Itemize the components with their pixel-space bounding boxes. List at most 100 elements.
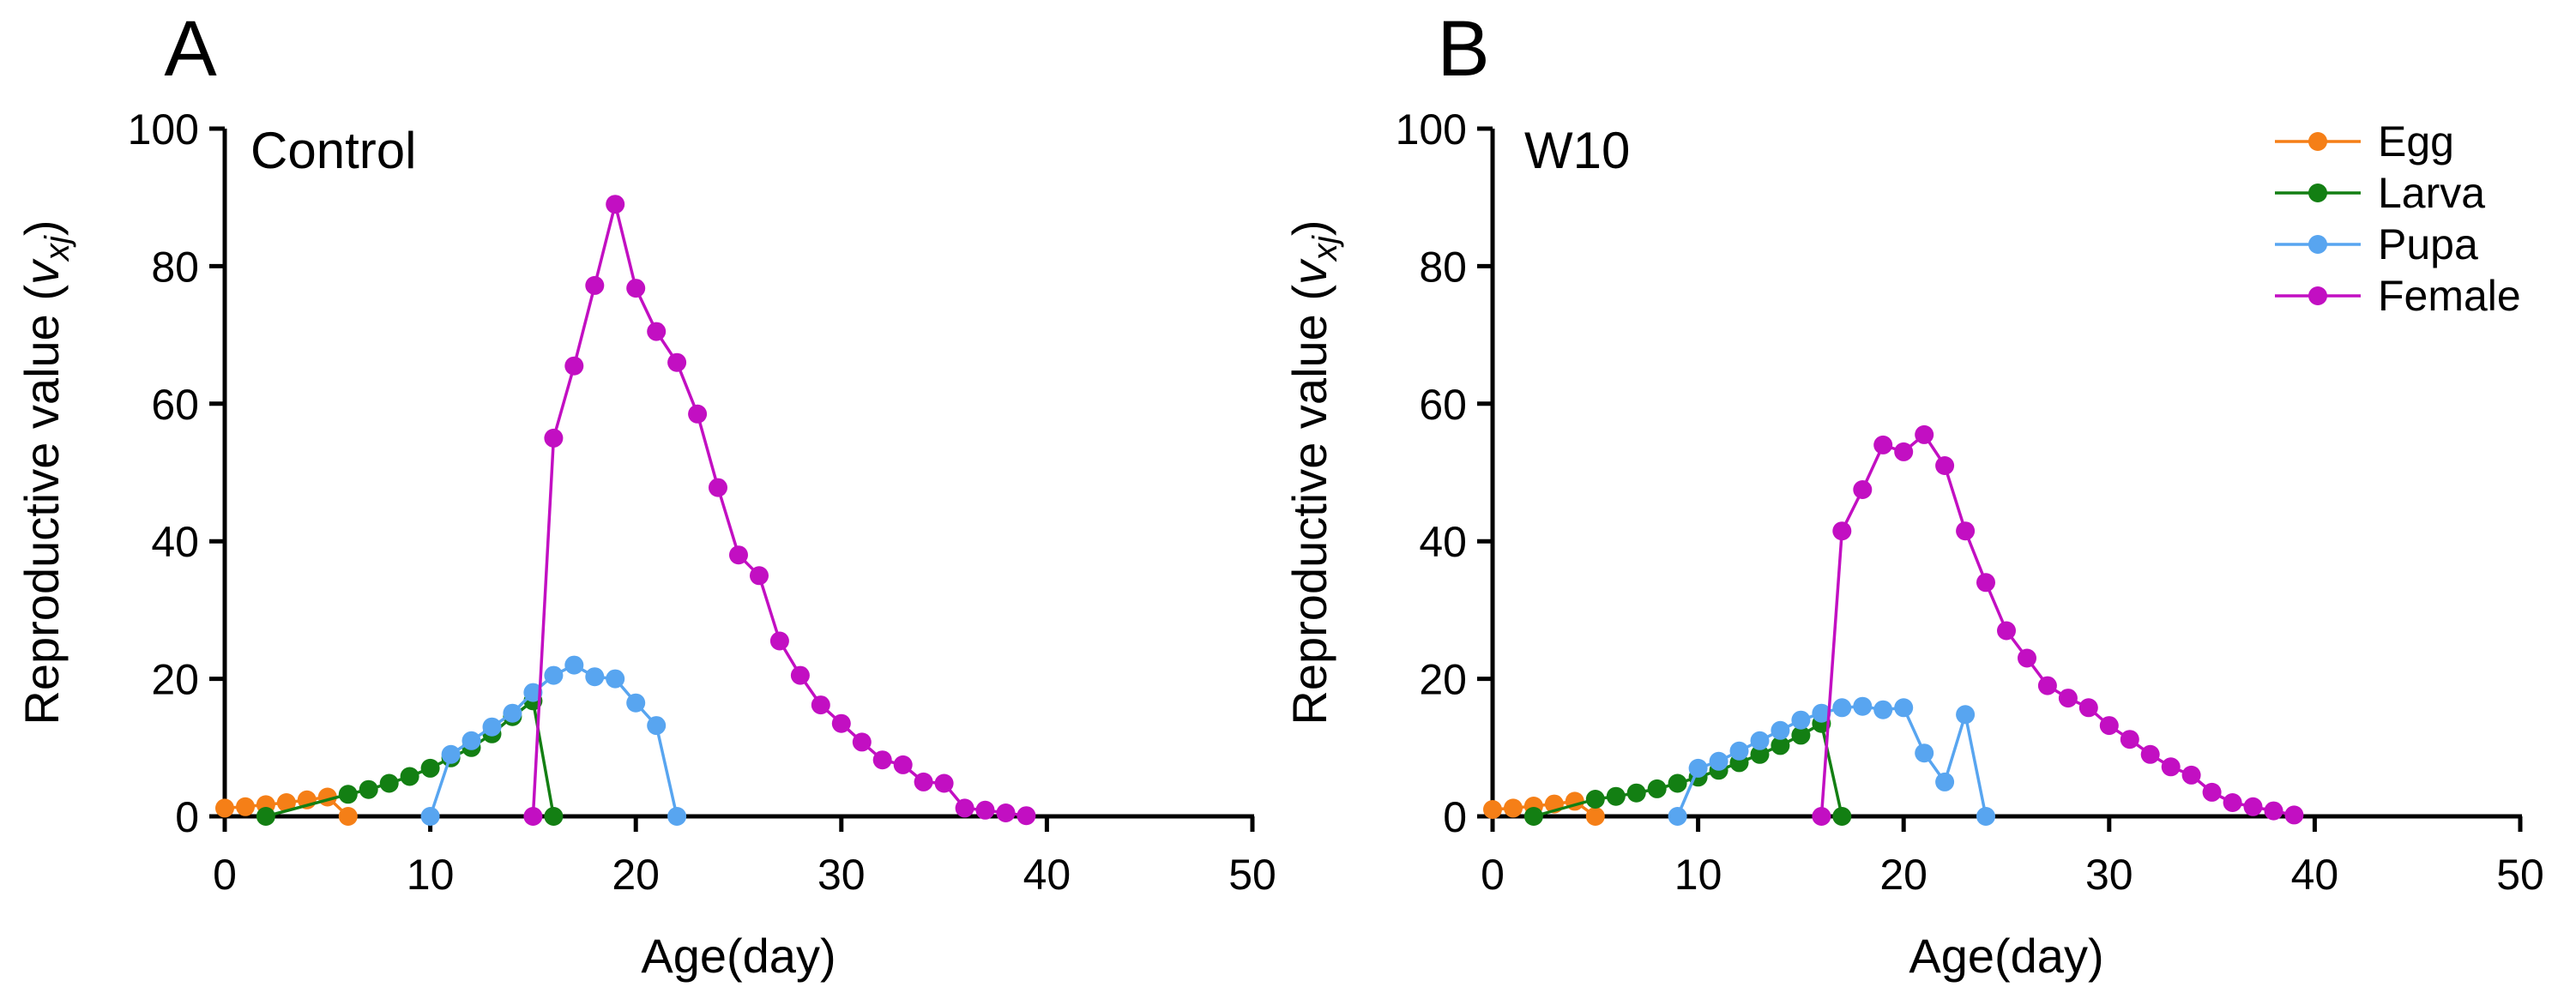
data-point-larva	[1606, 786, 1626, 806]
data-point-female	[585, 275, 605, 295]
data-point-larva	[420, 758, 440, 778]
data-point-pupa	[1873, 700, 1893, 719]
data-point-female	[523, 807, 543, 826]
y-tick-label: 100	[1396, 105, 1467, 153]
data-point-larva	[1647, 779, 1667, 798]
y-tick-label: 40	[1419, 518, 1467, 566]
data-point-female	[750, 566, 769, 586]
legend-marker	[2308, 235, 2327, 254]
panel-b: B W10 0 10 20 30 40 50 0 20 40 60 80 100 Age(day) Repro…	[1282, 5, 2544, 983]
x-tick-label: 50	[2496, 851, 2544, 899]
y-axis-title-text: Reproductive value (	[15, 285, 69, 725]
data-point-female	[667, 352, 687, 372]
series-line-pupa	[1675, 704, 1988, 817]
data-point-pupa	[1812, 703, 1831, 723]
data-point-egg	[215, 798, 234, 818]
data-point-female	[2181, 765, 2201, 785]
data-point-female	[2202, 782, 2222, 802]
data-point-female	[544, 428, 564, 448]
y-axis-title-close: )	[15, 220, 69, 236]
series-pupa	[1668, 696, 1995, 826]
data-point-pupa	[544, 665, 564, 685]
legend-label: Pupa	[2378, 220, 2478, 268]
y-axis-title-subscript: xj	[1306, 235, 1344, 262]
data-point-larva	[379, 773, 399, 793]
data-point-female	[2223, 793, 2242, 812]
data-point-female	[606, 195, 625, 214]
data-point-pupa	[462, 731, 481, 750]
legend-label: Larva	[2378, 169, 2485, 217]
data-point-egg	[1585, 807, 1605, 826]
y-tick-label: 40	[151, 518, 199, 566]
x-tick-label: 30	[817, 851, 866, 899]
series-female	[523, 195, 1036, 826]
data-point-female	[1832, 521, 1852, 541]
data-point-larva	[1523, 807, 1543, 826]
data-point-pupa	[441, 744, 461, 764]
data-point-larva	[1585, 790, 1605, 809]
x-tick-label: 40	[1023, 851, 1071, 899]
legend-label: Female	[2378, 272, 2521, 320]
legend-item-larva: Larva	[2275, 169, 2485, 217]
data-point-female	[647, 322, 667, 341]
data-point-female	[2243, 797, 2263, 816]
y-tick-label: 0	[175, 793, 199, 841]
series-line-female	[531, 202, 1027, 817]
data-point-pupa	[1668, 807, 1687, 826]
data-point-larva	[256, 807, 275, 826]
y-tick-label: 60	[1419, 381, 1467, 429]
legend-item-egg: Egg	[2275, 117, 2454, 165]
data-point-female	[996, 803, 1016, 822]
legend-marker	[2308, 286, 2327, 305]
data-point-female	[955, 798, 974, 818]
data-point-female	[1956, 521, 1976, 541]
x-tick-label: 20	[1879, 851, 1927, 899]
x-tick-label: 0	[213, 851, 237, 899]
data-point-pupa	[1832, 698, 1852, 718]
data-point-female	[729, 545, 748, 565]
data-point-egg	[276, 793, 296, 812]
data-point-female	[1997, 621, 2016, 641]
data-point-pupa	[1791, 710, 1811, 730]
legend-item-pupa: Pupa	[2275, 220, 2478, 268]
data-point-pupa	[503, 703, 522, 723]
y-axis-title-close: )	[1282, 220, 1336, 236]
legend-label: Egg	[2378, 117, 2454, 165]
data-point-egg	[236, 797, 255, 816]
data-point-female	[872, 750, 892, 770]
data-point-female	[790, 665, 810, 685]
x-tick-label: 20	[612, 851, 660, 899]
panel-a: A Control 0 10 20 30 40 50 0 20 40 60 80 100 Age(day) R…	[15, 5, 1276, 983]
data-point-pupa	[1688, 758, 1708, 778]
data-point-female	[852, 732, 872, 752]
legend-marker	[2308, 132, 2327, 151]
data-point-egg	[338, 807, 358, 826]
data-point-female	[1894, 442, 1914, 461]
data-point-larva	[338, 785, 358, 804]
data-point-larva	[1771, 736, 1790, 755]
x-tick-label: 30	[2085, 851, 2133, 899]
data-point-female	[1812, 807, 1831, 826]
x-tick-label: 10	[1674, 851, 1722, 899]
y-axis-title-variable: v	[15, 258, 69, 285]
legend-marker	[2308, 184, 2327, 202]
x-tick-label: 50	[1228, 851, 1276, 899]
y-tick-label: 80	[1419, 243, 1467, 291]
data-point-female	[2099, 716, 2119, 736]
y-axis-title-subscript: xj	[39, 235, 76, 262]
y-axis-title: Reproductive value (vxj)	[1282, 220, 1344, 725]
data-point-pupa	[1935, 772, 1955, 791]
data-point-female	[1853, 480, 1873, 499]
data-point-female	[811, 695, 830, 715]
data-point-pupa	[606, 669, 625, 689]
data-point-pupa	[585, 667, 605, 687]
y-tick-label: 20	[1419, 656, 1467, 704]
y-tick-label: 20	[151, 656, 199, 704]
data-point-female	[1017, 806, 1036, 826]
data-point-female	[769, 631, 789, 651]
data-point-pupa	[1915, 743, 1934, 763]
data-point-female	[688, 404, 708, 424]
data-point-female	[1873, 435, 1893, 454]
series-female	[1812, 424, 2304, 826]
